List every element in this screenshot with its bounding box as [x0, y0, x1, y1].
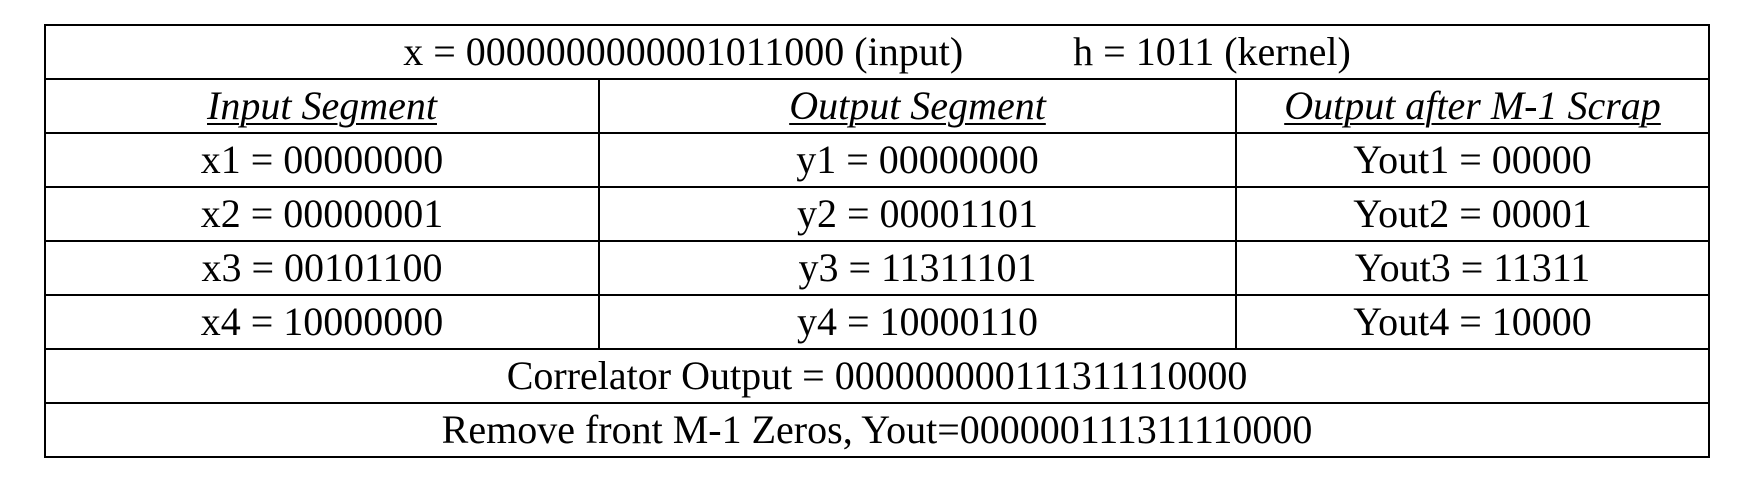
table-row: x2 = 00000001 y2 = 00001101 Yout2 = 0000… [44, 186, 1711, 242]
scrap-output-cell: Yout2 = 00001 [1234, 186, 1711, 242]
table-row: x3 = 00101100 y3 = 11311101 Yout3 = 1131… [44, 240, 1711, 296]
input-segment-cell: x4 = 10000000 [44, 294, 600, 350]
input-segment-cell: x3 = 00101100 [44, 240, 600, 296]
output-segment-cell: y1 = 00000000 [598, 132, 1237, 188]
title-cell: x = 0000000000001011000 (input) h = 1011 … [43, 24, 1711, 80]
output-segment-cell: y4 = 10000110 [598, 294, 1237, 350]
final-output-cell: Remove front M-1 Zeros, Yout=00000011131… [43, 402, 1711, 458]
input-segment-cell: x1 = 00000000 [44, 132, 600, 188]
segment-table: x = 0000000000001011000 (input) h = 1011 … [43, 24, 1711, 458]
correlator-output-cell: Correlator Output = 00000000011131111000… [43, 348, 1711, 404]
table-row: x4 = 10000000 y4 = 10000110 Yout4 = 1000… [44, 294, 1711, 350]
header-output-after-scrap: Output after M-1 Scrap [1234, 78, 1711, 134]
title-row: x = 0000000000001011000 (input) h = 1011 … [43, 24, 1711, 80]
correlator-row: Correlator Output = 00000000011131111000… [43, 348, 1711, 404]
scrap-output-cell: Yout3 = 11311 [1234, 240, 1711, 296]
input-segment-cell: x2 = 00000001 [44, 186, 600, 242]
header-output-segment: Output Segment [598, 78, 1237, 134]
scrap-output-cell: Yout1 = 00000 [1234, 132, 1711, 188]
header-input-segment: Input Segment [44, 78, 600, 134]
output-segment-cell: y2 = 00001101 [598, 186, 1237, 242]
output-segment-cell: y3 = 11311101 [598, 240, 1237, 296]
input-expression: x = 0000000000001011000 (input) [403, 29, 964, 74]
table-row: x1 = 00000000 y1 = 00000000 Yout1 = 0000… [44, 132, 1711, 188]
kernel-expression: h = 1011 (kernel) [1073, 29, 1351, 74]
header-row: Input Segment Output Segment Output afte… [44, 78, 1711, 134]
scrap-output-cell: Yout4 = 10000 [1234, 294, 1711, 350]
final-row: Remove front M-1 Zeros, Yout=00000011131… [43, 402, 1711, 458]
